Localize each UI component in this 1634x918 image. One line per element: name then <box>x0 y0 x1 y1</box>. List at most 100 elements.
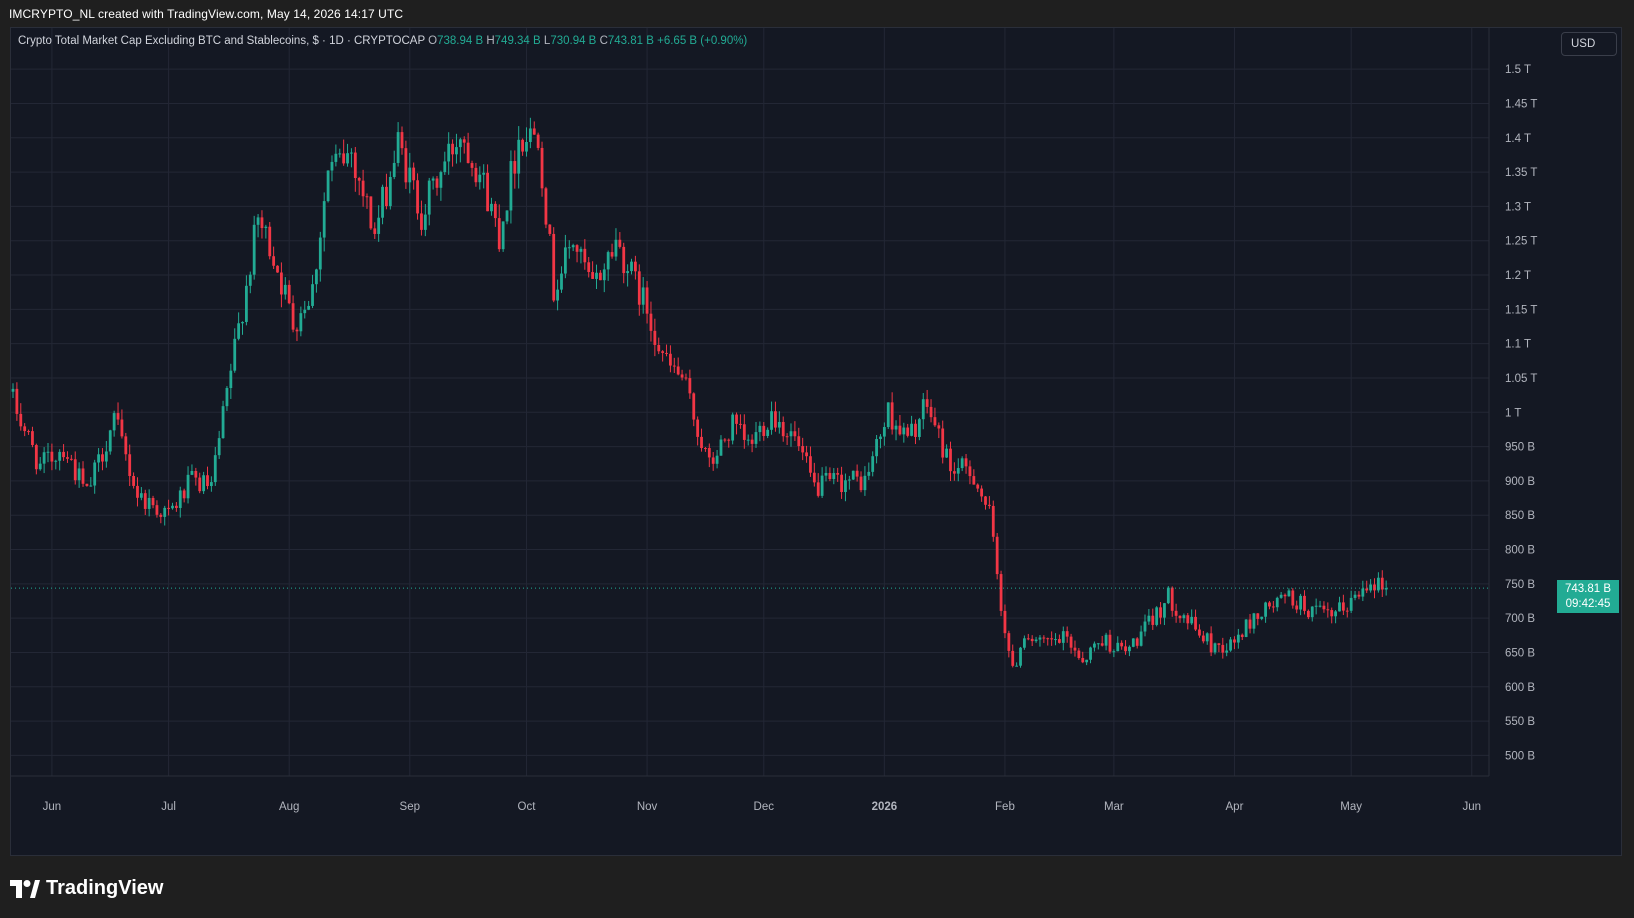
candle-body <box>139 493 143 498</box>
candlestick-chart[interactable]: 500 B 550 B 600 B 650 B 700 B 750 B 800 B 850 B… <box>11 28 1621 855</box>
candle-body <box>1205 633 1209 642</box>
currency-button[interactable]: USD <box>1561 32 1617 56</box>
candle-body <box>260 217 264 229</box>
tradingview-brand[interactable]: TradingView <box>10 877 163 900</box>
candle-body <box>902 427 906 435</box>
candle-body <box>1065 631 1069 637</box>
candle-body <box>723 439 727 441</box>
x-tick-label: Feb <box>995 801 1015 813</box>
candle-body <box>882 427 886 437</box>
candle-body <box>1058 639 1061 643</box>
candle-body <box>147 497 151 509</box>
x-tick-label: Dec <box>754 801 775 813</box>
x-tick-label: 2026 <box>872 801 898 813</box>
candle-body <box>346 153 349 164</box>
candle-body <box>1349 597 1353 611</box>
candle-body <box>871 456 875 472</box>
candle-body <box>77 468 81 481</box>
candle-body <box>917 419 921 437</box>
candle-body <box>1376 577 1380 591</box>
candle-body <box>972 476 976 485</box>
candle-body <box>544 188 548 225</box>
last-price-label: 743.81 B <box>1564 583 1612 596</box>
candle-body <box>93 462 97 486</box>
chart-panel[interactable]: 500 B 550 B 600 B 650 B 700 B 750 B 800 B 850 B… <box>10 27 1622 856</box>
candle-body <box>202 475 206 492</box>
candle-body <box>548 224 552 234</box>
candle-body <box>101 454 104 462</box>
candle-body <box>949 448 952 472</box>
candle-body <box>984 496 987 505</box>
candle-body <box>1264 602 1267 617</box>
x-tick-label: Apr <box>1226 801 1244 813</box>
candle-body <box>676 366 680 375</box>
candle-body <box>637 271 641 305</box>
candle-body <box>493 203 497 219</box>
y-tick-label: 550 B <box>1505 716 1535 728</box>
candle-body <box>622 246 626 274</box>
candle-body <box>178 490 182 508</box>
candle-body <box>159 514 163 517</box>
candle-body <box>268 226 272 257</box>
candle-body <box>1221 644 1225 653</box>
candle-body <box>1283 594 1287 597</box>
candle-body <box>1209 633 1213 653</box>
candle-body <box>497 218 501 250</box>
candle-body <box>1306 610 1310 618</box>
candle-body <box>132 475 135 486</box>
x-tick-label: May <box>1340 801 1362 813</box>
candle-body <box>46 451 50 453</box>
candle-body <box>1096 643 1100 645</box>
candle-body <box>1089 647 1092 660</box>
candle-body <box>700 436 703 449</box>
candle-body <box>925 399 929 407</box>
candle-body <box>606 252 610 270</box>
candle-body <box>120 419 124 437</box>
candle-body <box>1050 638 1054 640</box>
candle-body <box>525 142 528 152</box>
candle-body <box>731 414 735 441</box>
change-value: +6.65 B (+0.90%) <box>657 35 748 47</box>
y-tick-label: 800 B <box>1505 545 1535 557</box>
candle-body <box>229 370 233 389</box>
candle-body <box>311 284 314 306</box>
y-tick-label: 1.25 T <box>1505 236 1537 248</box>
candle-body <box>1182 615 1186 619</box>
candle-body <box>163 507 167 517</box>
candle-body <box>1061 631 1065 643</box>
candle-body <box>458 139 462 148</box>
candle-body <box>960 458 964 469</box>
x-tick-label: Jun <box>43 801 62 813</box>
candle-body <box>1030 638 1034 642</box>
candle-body <box>330 161 334 171</box>
candle-body <box>1170 587 1174 611</box>
high-value: 749.34 B <box>494 35 541 47</box>
candle-body <box>941 428 945 458</box>
candle-body <box>626 271 630 274</box>
candle-body <box>952 471 956 474</box>
candle-body <box>540 147 544 189</box>
candle-body <box>1143 621 1147 632</box>
candle-body <box>785 436 789 438</box>
candle-body <box>945 448 948 458</box>
candle-body <box>1186 615 1190 624</box>
y-tick-label: 1 T <box>1505 407 1521 419</box>
y-tick-label: 950 B <box>1505 442 1535 454</box>
candle-body <box>353 152 357 179</box>
candle-body <box>1353 594 1357 598</box>
brand-name: TradingView <box>46 877 164 899</box>
candle-body <box>1015 665 1019 667</box>
candle-body <box>890 402 894 430</box>
candle-body <box>486 172 489 212</box>
y-tick-label: 850 B <box>1505 510 1535 522</box>
candle-body <box>1380 577 1384 590</box>
candle-body <box>715 455 719 464</box>
candle-body <box>735 414 738 424</box>
candle-body <box>598 272 602 281</box>
candle-body <box>1085 659 1089 663</box>
candle-body <box>999 574 1003 611</box>
candle-body <box>318 237 322 270</box>
candle-body <box>1077 650 1081 659</box>
candle-body <box>750 439 754 444</box>
y-tick-label: 750 B <box>1505 579 1535 591</box>
